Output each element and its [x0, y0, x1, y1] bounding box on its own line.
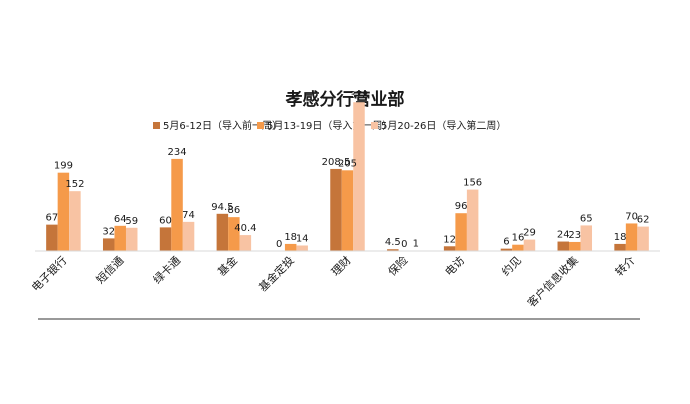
- bar-s3-4: [240, 235, 252, 251]
- bar-s1-10: [558, 242, 570, 251]
- data-label-s2-7: 0: [401, 239, 407, 250]
- data-label-s2-10: 23: [568, 230, 581, 241]
- data-label-s3-4: 40.4: [234, 223, 256, 234]
- data-label-s3-5: 14: [296, 233, 309, 244]
- category-label-7: 保险: [385, 253, 410, 278]
- bar-s2-10: [569, 242, 581, 251]
- bar-s3-8: [467, 190, 479, 251]
- bar-s3-5: [296, 245, 308, 251]
- data-label-s2-6: 205: [338, 158, 357, 169]
- bar-s1-4: [217, 214, 229, 251]
- data-label-s1-1: 67: [46, 213, 59, 224]
- data-label-s1-7: 4.5: [385, 237, 401, 248]
- bar-s3-2: [126, 228, 138, 251]
- category-label-10: 客户信息收集: [524, 253, 581, 310]
- data-label-s2-3: 234: [168, 147, 187, 158]
- category-label-11: 转介: [612, 253, 637, 278]
- bar-s3-1: [69, 191, 81, 251]
- data-label-s3-6: 378: [349, 90, 368, 101]
- category-label-3: 绿卡通: [150, 253, 183, 286]
- category-label-5: 基金定投: [256, 253, 297, 294]
- data-label-s3-11: 62: [637, 215, 650, 226]
- category-label-4: 基金: [215, 253, 240, 278]
- data-label-s3-1: 152: [65, 179, 84, 190]
- data-label-s2-1: 199: [54, 161, 73, 172]
- category-label-2: 短信通: [93, 253, 126, 286]
- data-label-s3-2: 59: [125, 216, 138, 227]
- bar-s2-5: [285, 244, 297, 251]
- data-label-s3-3: 74: [182, 210, 195, 221]
- category-label-6: 理财: [328, 253, 353, 278]
- data-label-s3-10: 65: [580, 213, 593, 224]
- legend-label-3: 5月20-26日（导入第二周）: [381, 119, 506, 132]
- category-labels-group: 电子银行短信通绿卡通 基金基金定投 理财 保险 电访 约见客户信息收集 转介: [29, 253, 638, 310]
- category-label-9: 约见: [499, 254, 524, 279]
- bar-s2-8: [455, 213, 467, 251]
- data-label-s2-4: 86: [227, 205, 240, 216]
- bar-s2-2: [114, 226, 126, 251]
- data-label-s1-8: 12: [443, 234, 456, 245]
- data-label-s1-2: 32: [102, 226, 115, 237]
- bar-s2-11: [626, 223, 638, 251]
- bar-s3-6: [353, 102, 365, 251]
- legend-swatch-1: [153, 122, 160, 129]
- data-label-s3-8: 156: [463, 178, 482, 189]
- bar-s1-11: [614, 244, 626, 251]
- bar-s2-6: [342, 170, 354, 251]
- bar-s1-6: [330, 169, 342, 251]
- bar-s2-9: [512, 245, 524, 251]
- bar-s3-10: [581, 225, 593, 251]
- data-label-s1-3: 60: [159, 215, 172, 226]
- bar-s3-11: [637, 227, 649, 251]
- category-label-1: 电子银行: [29, 253, 70, 294]
- bar-s3-9: [524, 240, 536, 251]
- bar-s1-3: [160, 227, 172, 251]
- bar-s1-1: [46, 225, 58, 251]
- bar-s1-2: [103, 238, 115, 251]
- category-label-8: 电访: [443, 254, 468, 279]
- legend: 5月6-12日（导入前一周）5月13-19日（导入第一周）5月20-26日（导入…: [153, 119, 506, 132]
- legend-swatch-3: [371, 122, 378, 129]
- chart-title: 孝感分行营业部: [286, 89, 405, 110]
- bar-s2-3: [171, 159, 183, 251]
- data-label-s3-9: 29: [523, 228, 536, 239]
- data-label-s2-8: 96: [455, 201, 468, 212]
- data-label-s1-11: 18: [614, 232, 627, 243]
- data-label-s1-5: 0: [276, 239, 282, 250]
- data-label-s1-9: 6: [503, 237, 509, 248]
- legend-swatch-2: [257, 122, 264, 129]
- bar-s1-8: [444, 246, 456, 251]
- data-label-s3-7: 1: [413, 239, 419, 250]
- legend-label-1: 5月6-12日（导入前一周）: [163, 119, 282, 132]
- bar-s3-3: [183, 222, 195, 251]
